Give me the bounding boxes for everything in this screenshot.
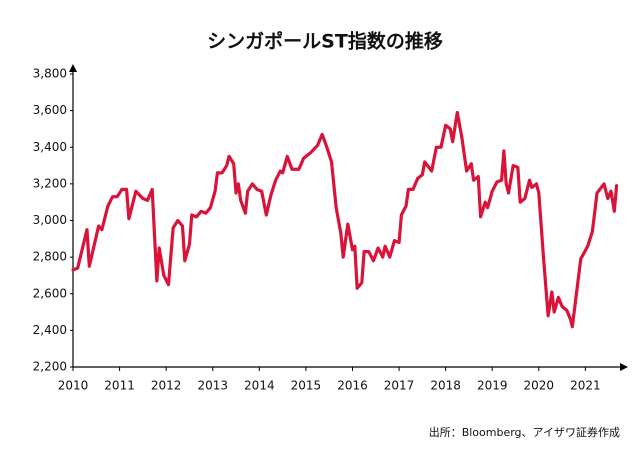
x-tick-label: 2018 xyxy=(430,379,461,393)
y-tick-label: 2,200 xyxy=(33,360,67,374)
y-tick-label: 2,600 xyxy=(33,286,67,300)
x-tick-label: 2020 xyxy=(524,379,555,393)
y-tick-label: 3,600 xyxy=(33,103,67,117)
x-tick-label: 2015 xyxy=(291,379,322,393)
x-axis-arrow xyxy=(620,363,628,371)
y-axis-arrow xyxy=(69,64,77,72)
x-tick-label: 2013 xyxy=(197,379,228,393)
x-tick-label: 2012 xyxy=(151,379,182,393)
x-tick-label: 2011 xyxy=(104,379,135,393)
y-tick-label: 2,800 xyxy=(33,250,67,264)
x-tick-label: 2014 xyxy=(244,379,275,393)
x-tick-label: 2021 xyxy=(570,379,601,393)
y-tick-label: 3,200 xyxy=(33,176,67,190)
y-tick-label: 2,400 xyxy=(33,323,67,337)
index-line xyxy=(71,110,619,329)
x-tick-label: 2017 xyxy=(384,379,415,393)
x-tick-label: 2010 xyxy=(58,379,89,393)
y-tick-label: 3,000 xyxy=(33,213,67,227)
x-tick-label: 2016 xyxy=(337,379,368,393)
y-tick-label: 3,800 xyxy=(33,67,67,81)
chart-title: シンガポールST指数の推移 xyxy=(207,30,443,53)
source-note: 出所：Bloomberg、アイザワ証券作成 xyxy=(429,425,620,439)
x-tick-label: 2019 xyxy=(477,379,508,393)
y-tick-label: 3,400 xyxy=(33,140,67,154)
